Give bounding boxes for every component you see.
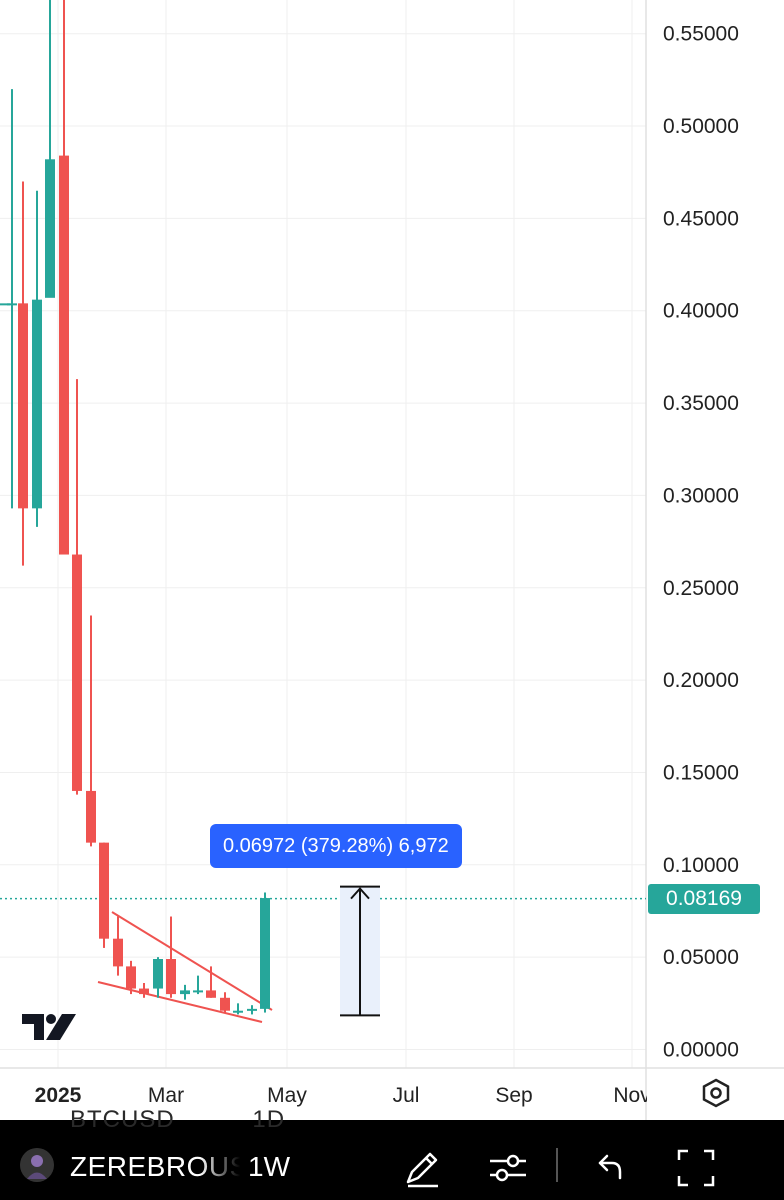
time-tick-label: 2025 (35, 1084, 82, 1107)
ghost-symbol-row: BTCUSD 1D (70, 1106, 355, 1134)
candle (206, 966, 216, 998)
candle-body (139, 988, 149, 995)
time-tick-label: Mar (148, 1084, 184, 1107)
candle-body (193, 990, 203, 993)
price-axis: 0.55000 0.50000 0.45000 0.40000 0.35000 0.300… (663, 23, 739, 1062)
candle (18, 181, 28, 566)
fullscreen-icon[interactable] (674, 1146, 718, 1190)
price-tick-label: 0.35000 (663, 392, 739, 415)
candle (193, 975, 203, 995)
price-tick-label: 0.40000 (663, 300, 739, 323)
price-tick-label: 0.25000 (663, 577, 739, 600)
candle (153, 957, 163, 998)
last-price-tag: 0.08169 (648, 884, 760, 914)
candle (59, 0, 69, 555)
candle-body (247, 1008, 257, 1011)
candle-body (45, 159, 55, 298)
price-range-measure (340, 885, 380, 1017)
candle-body (99, 842, 109, 939)
time-tick-label: Sep (495, 1084, 532, 1107)
tradingview-logo[interactable] (20, 1012, 78, 1047)
candlestick-series (0, 0, 270, 1015)
candle (260, 892, 270, 1013)
ghost-symbol: BTCUSD (70, 1106, 175, 1133)
price-tick-label: 0.00000 (663, 1039, 739, 1062)
wedge-upper-line (111, 911, 273, 1011)
pen-icon[interactable] (400, 1146, 444, 1190)
candle (247, 1005, 257, 1015)
time-tick-label: May (267, 1084, 307, 1107)
candle-body (113, 938, 123, 967)
price-tick-label: 0.05000 (663, 946, 739, 969)
chart-grid (0, 0, 784, 1120)
time-axis: 2025 Mar May Jul Sep Nov (35, 1069, 784, 1120)
time-tick-label: Nov (613, 1084, 651, 1107)
candle-body (7, 303, 17, 306)
candle-body (0, 303, 10, 306)
hexagon-settings-icon[interactable] (700, 1077, 732, 1109)
candle (0, 303, 10, 306)
wedge-lower-line (97, 981, 263, 1023)
price-tick-label: 0.45000 (663, 207, 739, 230)
candle-body (32, 299, 42, 509)
candle-body (233, 1010, 243, 1013)
axis-corner (647, 1069, 784, 1120)
ghost-interval: 1D (252, 1106, 286, 1133)
chart-area[interactable]: 0.55000 0.50000 0.45000 0.40000 0.35000 0.300… (0, 0, 784, 1120)
price-tick-label: 0.55000 (663, 23, 739, 46)
measure-tooltip: 0.06972 (379.28%) 6,972 (210, 824, 462, 868)
price-tick-label: 0.30000 (663, 484, 739, 507)
avatar[interactable] (20, 1148, 54, 1182)
candle-body (86, 790, 96, 843)
candle (7, 89, 17, 509)
price-tick-label: 0.20000 (663, 669, 739, 692)
candle (220, 992, 230, 1013)
candle (86, 615, 96, 847)
candle (99, 842, 109, 948)
sliders-icon[interactable] (486, 1146, 530, 1190)
time-tick-label: Jul (393, 1084, 420, 1107)
measure-arrow-head (350, 887, 370, 900)
bottom-toolbar (0, 1120, 784, 1200)
candle-body (126, 966, 136, 989)
price-tick-label: 0.50000 (663, 115, 739, 138)
price-chart[interactable]: 0.55000 0.50000 0.45000 0.40000 0.35000 0.300… (0, 0, 784, 1120)
candle (72, 379, 82, 795)
candle-body (260, 898, 270, 1009)
candle (180, 984, 190, 1000)
candle-body (153, 959, 163, 989)
candle (233, 1003, 243, 1015)
candle (126, 960, 136, 995)
candle-body (72, 554, 82, 791)
candle-body (166, 959, 176, 995)
candle (139, 983, 149, 998)
candle-body (206, 990, 216, 998)
undo-icon[interactable] (588, 1146, 632, 1190)
symbol-fade (200, 1140, 240, 1190)
candle-body (220, 997, 230, 1011)
price-tick-label: 0.10000 (663, 854, 739, 877)
candle-body (59, 155, 69, 555)
price-tick-label: 0.15000 (663, 761, 739, 784)
toolbar-separator (556, 1148, 558, 1182)
candle (113, 916, 123, 976)
interval-button[interactable]: 1W (248, 1151, 290, 1182)
candle (45, 0, 55, 298)
candle-body (18, 303, 28, 509)
candle-body (180, 990, 190, 995)
candle (166, 916, 176, 998)
falling-wedge-pattern (97, 911, 273, 1023)
candle (32, 190, 42, 527)
